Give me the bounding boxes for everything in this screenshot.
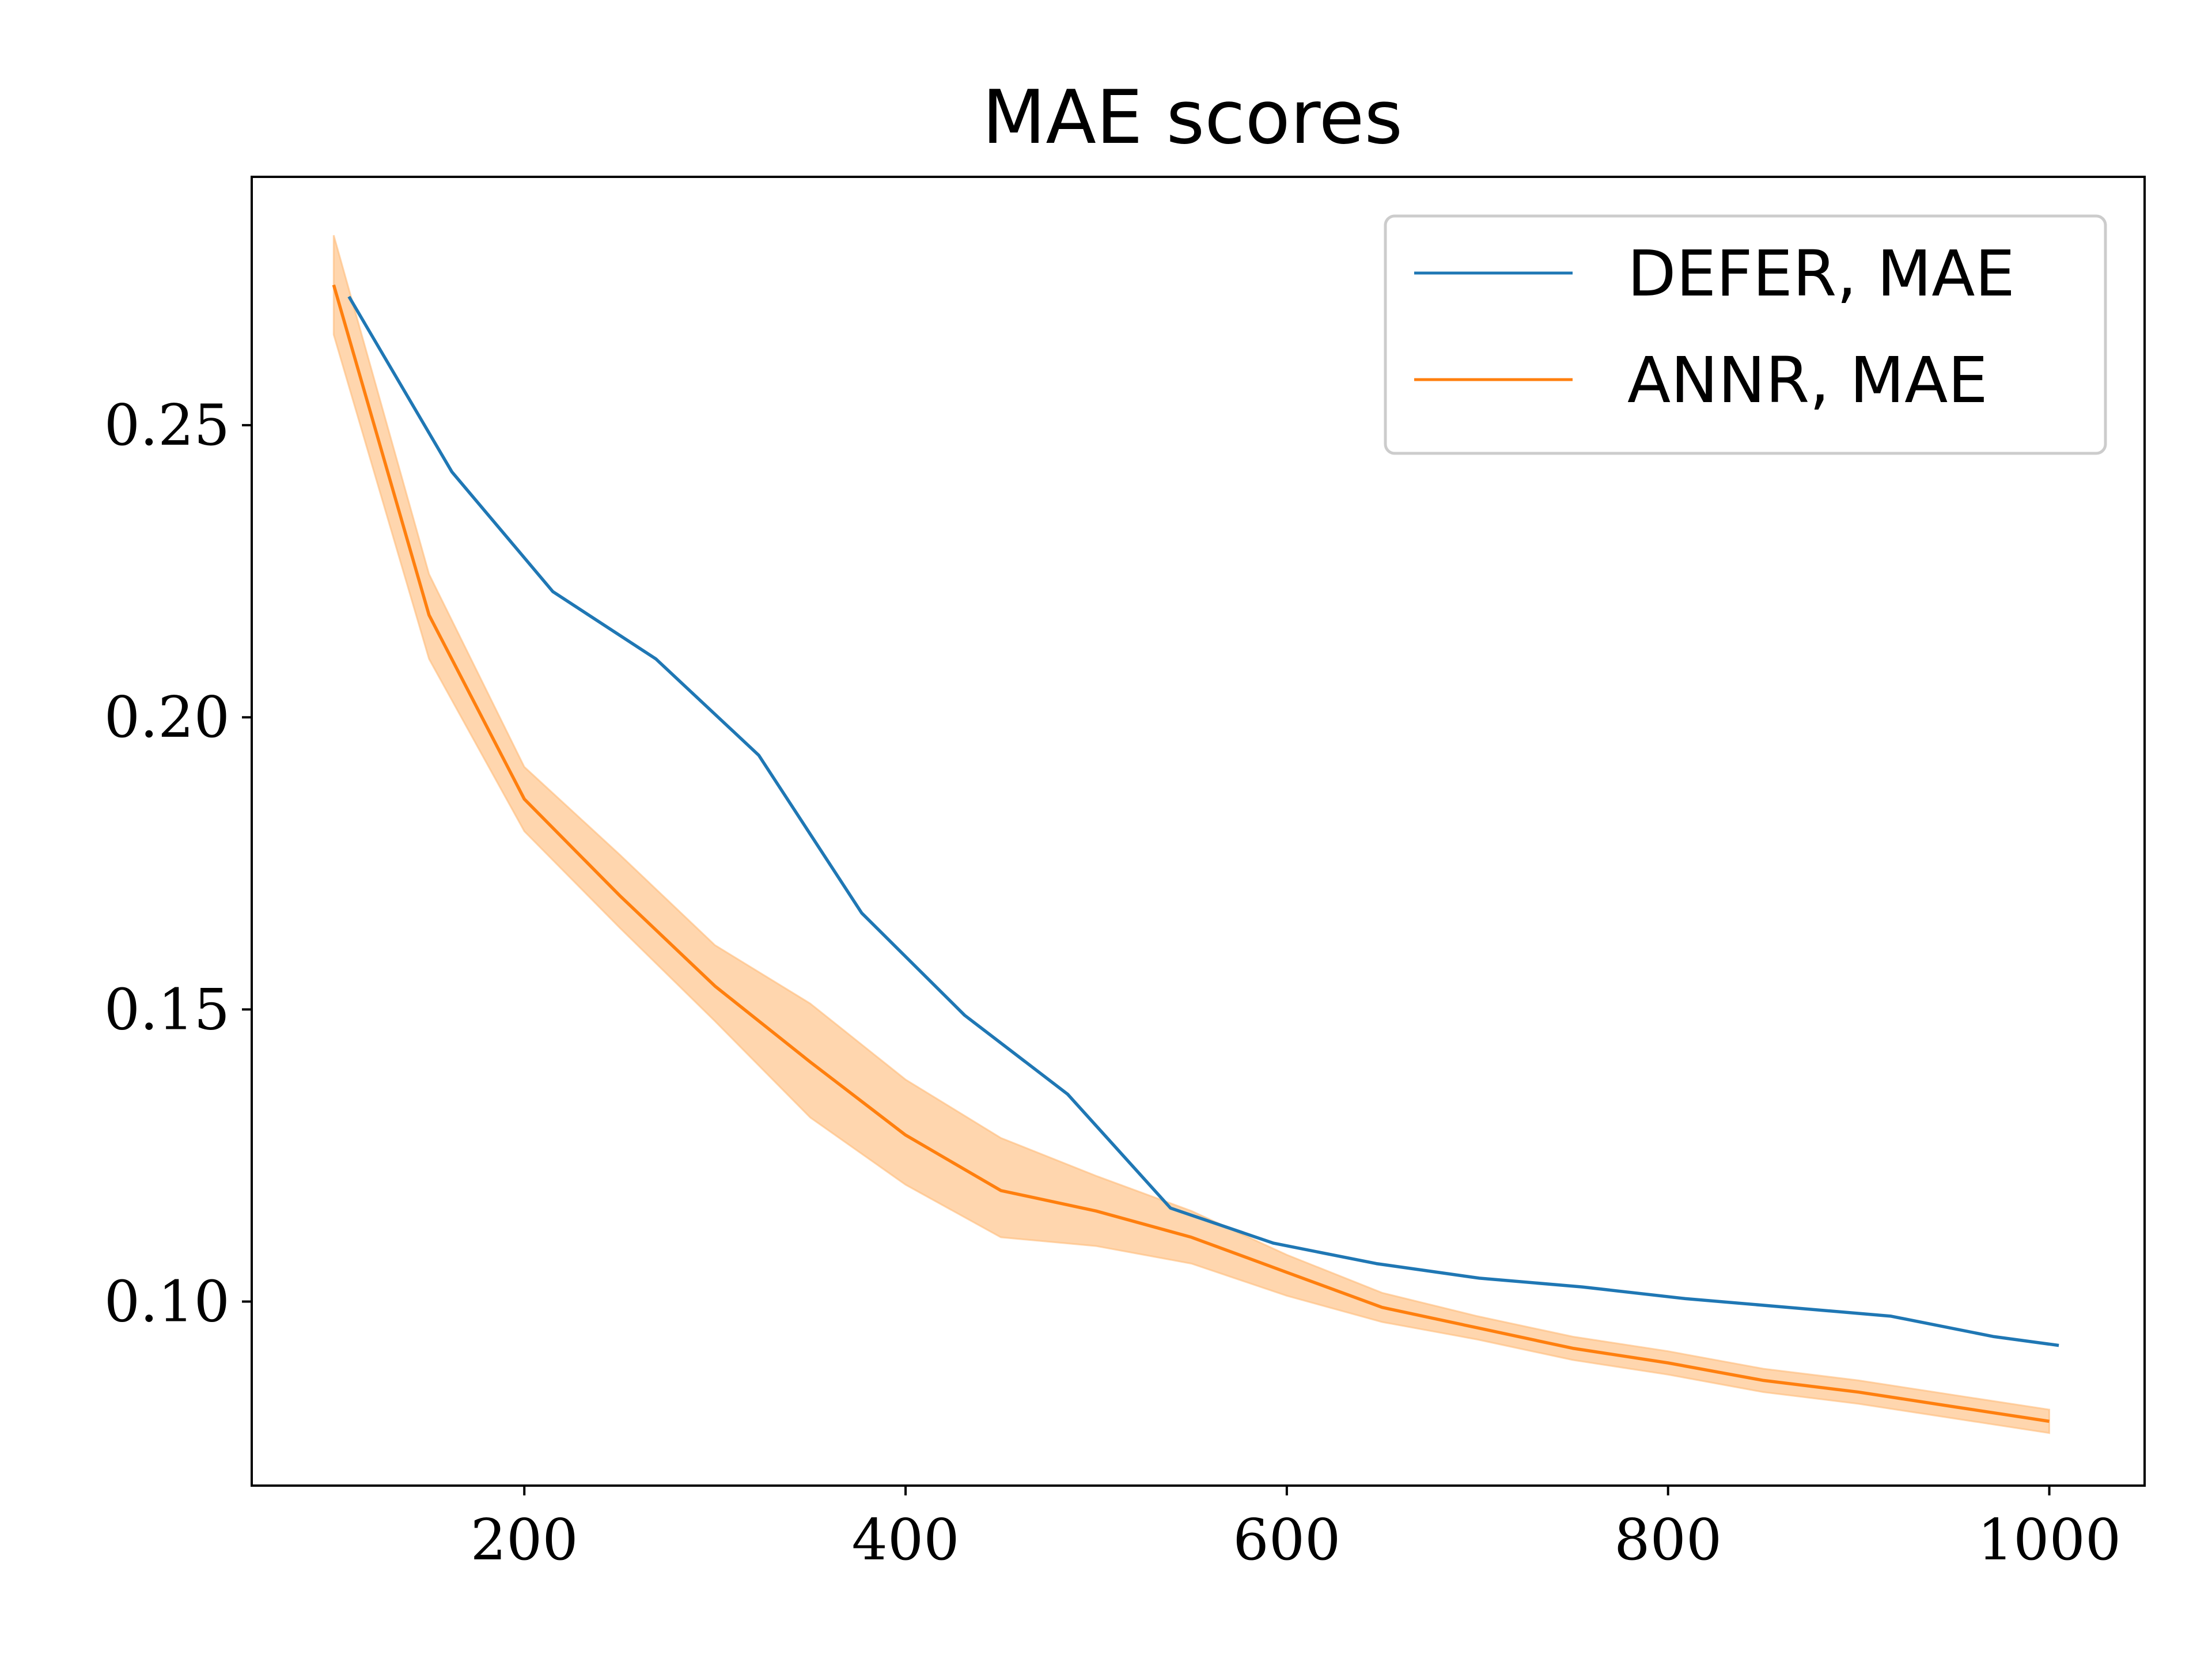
confidence-band-annr xyxy=(332,234,2050,1434)
y-tick-label: 0.10 xyxy=(104,1270,230,1335)
x-tick-label: 800 xyxy=(1614,1508,1722,1573)
x-tick-label: 600 xyxy=(1233,1508,1340,1573)
x-axis: 200 400 600 800 1000 xyxy=(471,1486,2121,1573)
series-line-annr xyxy=(332,284,2050,1423)
series-line-layer xyxy=(332,284,2059,1423)
y-axis: 0.10 0.15 0.20 0.25 xyxy=(104,393,252,1335)
legend: DEFER, MAE ANNR, MAE xyxy=(1384,214,2107,455)
x-tick-label: 400 xyxy=(852,1508,960,1573)
legend-label-defer: DEFER, MAE xyxy=(1627,237,2015,310)
legend-label-annr: ANNR, MAE xyxy=(1627,343,1988,417)
x-tick-label: 1000 xyxy=(1978,1508,2121,1573)
x-tick-label: 200 xyxy=(471,1508,578,1573)
chart-title: MAE scores xyxy=(982,75,1403,161)
y-tick-label: 0.15 xyxy=(104,977,230,1043)
legend-box xyxy=(1384,214,2107,455)
series-line-defer xyxy=(347,296,2059,1347)
confidence-band-layer xyxy=(332,234,2050,1434)
y-tick-label: 0.25 xyxy=(104,393,230,459)
y-tick-label: 0.20 xyxy=(104,685,230,751)
